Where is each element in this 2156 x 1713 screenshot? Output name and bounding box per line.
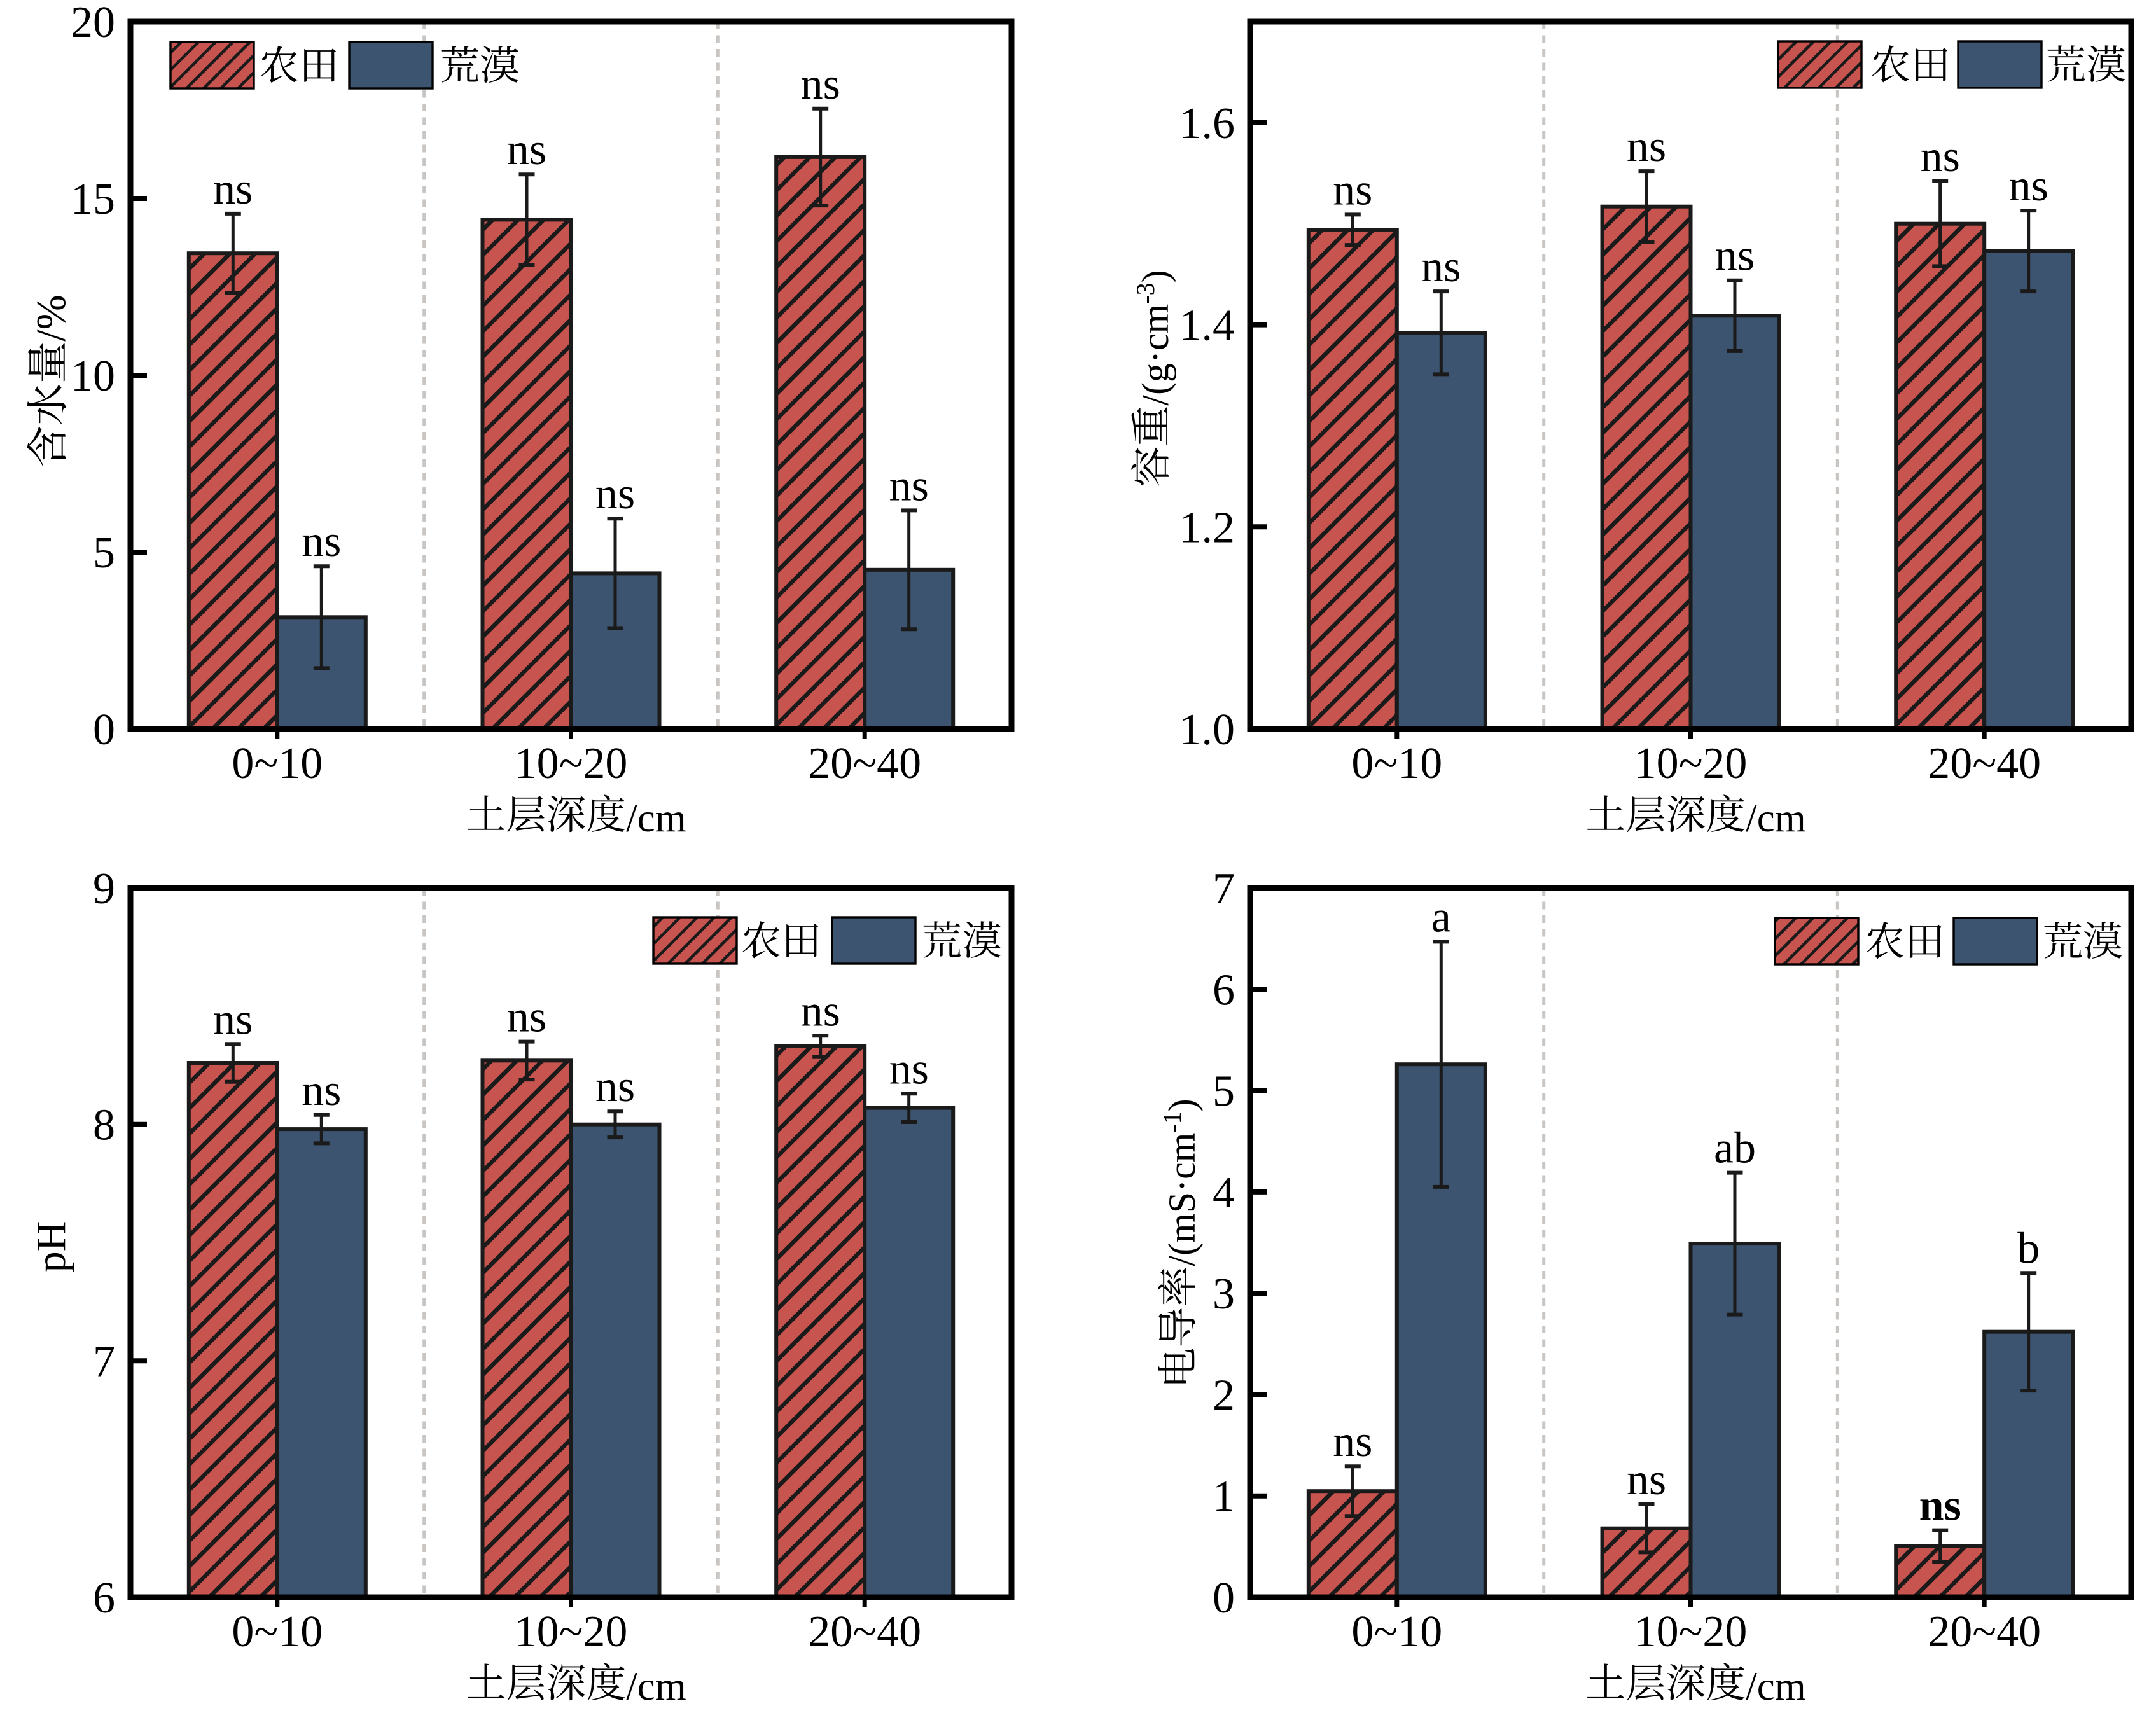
svg-text:10~20: 10~20: [515, 739, 628, 788]
svg-text:ns: ns: [889, 1044, 929, 1093]
svg-text:ns: ns: [1421, 242, 1461, 291]
svg-text:0~10: 0~10: [232, 739, 323, 788]
svg-text:/cm: /cm: [626, 1664, 686, 1709]
svg-text:0: 0: [93, 705, 115, 754]
svg-text:ns: ns: [1627, 1455, 1666, 1504]
svg-text:2: 2: [1213, 1371, 1235, 1420]
svg-text:1.4: 1.4: [1179, 302, 1235, 350]
svg-text:10~20: 10~20: [1634, 739, 1748, 788]
svg-text:4: 4: [1213, 1169, 1235, 1217]
svg-text:): ): [1161, 1099, 1203, 1111]
svg-text:ab: ab: [1714, 1124, 1756, 1173]
svg-text:ns: ns: [2009, 162, 2048, 211]
svg-text:/(g·cm: /(g·cm: [1134, 304, 1176, 406]
svg-text:1: 1: [1213, 1473, 1235, 1522]
svg-text:10~20: 10~20: [515, 1607, 628, 1656]
svg-text:0~10: 0~10: [1351, 1607, 1442, 1656]
svg-text:ns: ns: [507, 125, 546, 174]
svg-text:20~40: 20~40: [1928, 1607, 2041, 1656]
svg-text:5: 5: [93, 529, 115, 578]
svg-text:ns: ns: [213, 165, 253, 214]
svg-text:a: a: [1431, 892, 1451, 941]
svg-text:10: 10: [71, 352, 115, 401]
svg-text:10~20: 10~20: [1634, 1607, 1748, 1656]
svg-text:): ): [1134, 270, 1176, 282]
svg-text:/cm: /cm: [626, 796, 686, 840]
svg-text:ns: ns: [1919, 1481, 1961, 1530]
svg-text:ns: ns: [1715, 232, 1755, 281]
svg-text:ns: ns: [595, 469, 635, 518]
svg-text:pH: pH: [28, 1221, 74, 1273]
svg-text:ns: ns: [1333, 165, 1372, 214]
svg-text:ns: ns: [1333, 1417, 1372, 1466]
svg-text:1.2: 1.2: [1179, 503, 1235, 552]
svg-text:9: 9: [93, 864, 115, 913]
svg-text:ns: ns: [801, 987, 840, 1036]
svg-text:b: b: [2017, 1224, 2040, 1273]
svg-text:20~40: 20~40: [1928, 739, 2041, 788]
svg-text:6: 6: [93, 1574, 115, 1623]
svg-text:7: 7: [1213, 864, 1235, 913]
svg-text:ns: ns: [302, 1066, 341, 1115]
svg-text:15: 15: [71, 175, 115, 224]
svg-text:5: 5: [1213, 1067, 1235, 1116]
svg-text:ns: ns: [801, 60, 840, 109]
svg-text:8: 8: [93, 1101, 115, 1150]
svg-text:1.0: 1.0: [1179, 705, 1235, 754]
svg-text:6: 6: [1213, 966, 1235, 1015]
svg-text:20~40: 20~40: [808, 1607, 921, 1656]
svg-text:0~10: 0~10: [1351, 739, 1442, 788]
svg-text:ns: ns: [1921, 132, 1960, 181]
svg-text:7: 7: [93, 1337, 115, 1386]
svg-text:20: 20: [71, 0, 115, 47]
svg-text:3: 3: [1213, 1270, 1235, 1319]
svg-text:20~40: 20~40: [808, 739, 921, 788]
svg-text:ns: ns: [889, 461, 929, 510]
svg-text:0~10: 0~10: [232, 1607, 323, 1656]
svg-text:/(mS·cm: /(mS·cm: [1161, 1133, 1203, 1266]
svg-text:0: 0: [1213, 1574, 1235, 1623]
svg-text:ns: ns: [595, 1062, 635, 1111]
svg-text:ns: ns: [507, 993, 546, 1042]
svg-text:/cm: /cm: [1746, 1664, 1805, 1709]
svg-text:ns: ns: [302, 517, 341, 566]
svg-text:-3: -3: [1131, 282, 1160, 303]
svg-text:/%: /%: [28, 295, 74, 341]
svg-text:1.6: 1.6: [1179, 99, 1235, 148]
svg-text:-1: -1: [1158, 1111, 1186, 1132]
svg-text:/cm: /cm: [1746, 796, 1805, 840]
svg-text:ns: ns: [1627, 122, 1666, 171]
svg-text:ns: ns: [213, 995, 253, 1044]
